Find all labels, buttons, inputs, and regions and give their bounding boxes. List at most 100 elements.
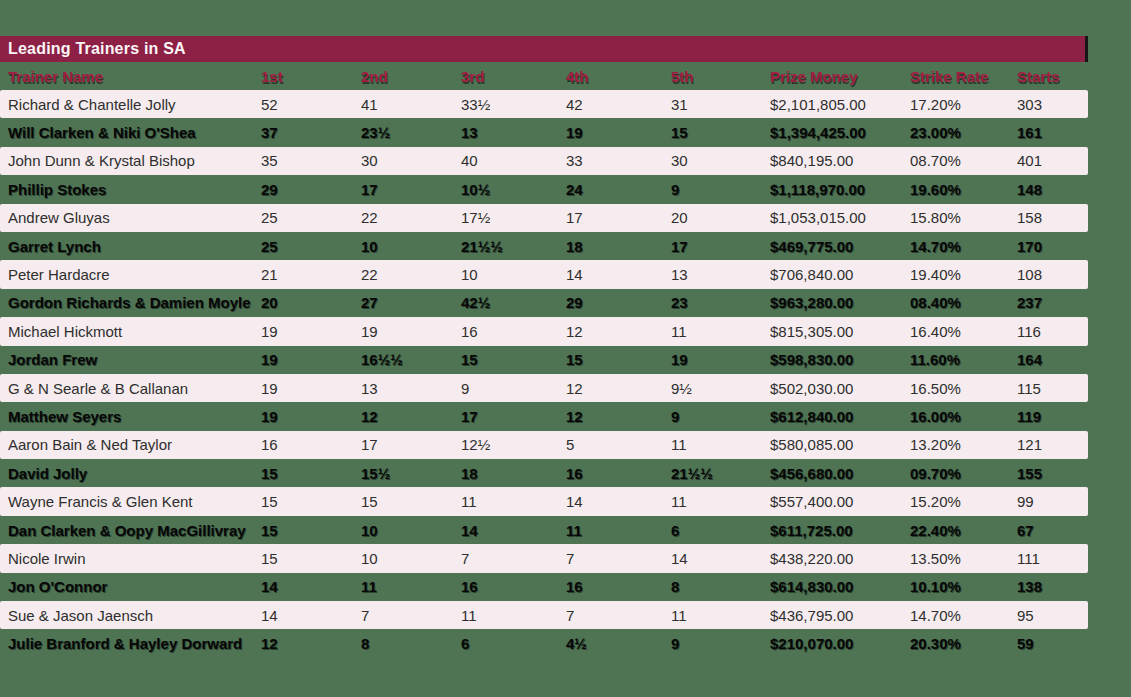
cell-starts: 108	[1017, 266, 1088, 283]
trainers-table: Trainer Name1st2nd3rd4th5thPrize MoneySt…	[0, 62, 1088, 658]
panel-title-bar: Leading Trainers in SA	[0, 36, 1088, 62]
cell-2nd: 22	[361, 266, 461, 283]
cell-starts: 401	[1017, 152, 1088, 169]
cell-2nd: 8	[361, 635, 461, 652]
cell-trainer-name: Phillip Stokes	[0, 181, 261, 198]
cell-trainer-name: Michael Hickmott	[0, 323, 261, 340]
cell-2nd: 10	[361, 522, 461, 539]
cell-1st: 15	[261, 550, 361, 567]
cell-strike-rate: 20.30%	[910, 635, 1017, 652]
cell-5th: 31	[671, 96, 770, 113]
cell-2nd: 12	[361, 408, 461, 425]
cell-trainer-name: Andrew Gluyas	[0, 209, 261, 226]
cell-trainer-name: Sue & Jason Jaensch	[0, 607, 261, 624]
cell-strike-rate: 15.80%	[910, 209, 1017, 226]
table-row: Andrew Gluyas252217½1720$1,053,015.0015.…	[0, 204, 1088, 232]
cell-4th: 16	[566, 465, 671, 482]
cell-5th: 9	[671, 181, 770, 198]
cell-3rd: 42½	[461, 294, 566, 311]
cell-prize-money: $210,070.00	[770, 635, 910, 652]
cell-1st: 25	[261, 209, 361, 226]
cell-trainer-name: Will Clarken & Niki O'Shea	[0, 124, 261, 141]
cell-1st: 19	[261, 380, 361, 397]
cell-prize-money: $469,775.00	[770, 238, 910, 255]
cell-prize-money: $438,220.00	[770, 550, 910, 567]
column-header-3rd: 3rd	[461, 68, 566, 85]
cell-4th: 12	[566, 408, 671, 425]
cell-2nd: 23½	[361, 124, 461, 141]
cell-prize-money: $963,280.00	[770, 294, 910, 311]
table-row: Michael Hickmott1919161211$815,305.0016.…	[0, 317, 1088, 345]
cell-strike-rate: 14.70%	[910, 238, 1017, 255]
cell-strike-rate: 08.40%	[910, 294, 1017, 311]
cell-4th: 42	[566, 96, 671, 113]
table-row: Sue & Jason Jaensch14711711$436,795.0014…	[0, 601, 1088, 629]
cell-3rd: 6	[461, 635, 566, 652]
cell-1st: 20	[261, 294, 361, 311]
table-row: Jon O'Connor141116168$614,830.0010.10%13…	[0, 573, 1088, 601]
cell-3rd: 12½	[461, 436, 566, 453]
cell-5th: 19	[671, 351, 770, 368]
cell-prize-money: $815,305.00	[770, 323, 910, 340]
cell-3rd: 21½½	[461, 238, 566, 255]
cell-5th: 9½	[671, 380, 770, 397]
cell-1st: 29	[261, 181, 361, 198]
cell-2nd: 19	[361, 323, 461, 340]
cell-5th: 30	[671, 152, 770, 169]
cell-2nd: 17	[361, 181, 461, 198]
cell-5th: 11	[671, 436, 770, 453]
cell-prize-money: $557,400.00	[770, 493, 910, 510]
cell-3rd: 14	[461, 522, 566, 539]
cell-4th: 12	[566, 380, 671, 397]
cell-1st: 14	[261, 607, 361, 624]
table-row: David Jolly1515½181621½½$456,680.0009.70…	[0, 459, 1088, 487]
cell-starts: 115	[1017, 380, 1088, 397]
cell-3rd: 40	[461, 152, 566, 169]
cell-2nd: 30	[361, 152, 461, 169]
cell-3rd: 18	[461, 465, 566, 482]
column-header-prize-money: Prize Money	[770, 68, 910, 85]
cell-1st: 25	[261, 238, 361, 255]
cell-prize-money: $580,085.00	[770, 436, 910, 453]
cell-2nd: 7	[361, 607, 461, 624]
cell-3rd: 15	[461, 351, 566, 368]
table-row: Phillip Stokes291710½249$1,118,970.0019.…	[0, 175, 1088, 203]
table-row: Jordan Frew1916½½151519$598,830.0011.60%…	[0, 346, 1088, 374]
cell-strike-rate: 08.70%	[910, 152, 1017, 169]
cell-trainer-name: Wayne Francis & Glen Kent	[0, 493, 261, 510]
cell-2nd: 41	[361, 96, 461, 113]
cell-starts: 111	[1017, 550, 1088, 567]
cell-starts: 138	[1017, 578, 1088, 595]
cell-4th: 11	[566, 522, 671, 539]
cell-5th: 9	[671, 635, 770, 652]
cell-starts: 158	[1017, 209, 1088, 226]
cell-3rd: 9	[461, 380, 566, 397]
cell-5th: 11	[671, 607, 770, 624]
table-row: Matthew Seyers191217129$612,840.0016.00%…	[0, 402, 1088, 430]
cell-3rd: 17	[461, 408, 566, 425]
cell-prize-money: $706,840.00	[770, 266, 910, 283]
cell-strike-rate: 13.50%	[910, 550, 1017, 567]
table-row: John Dunn & Krystal Bishop3530403330$840…	[0, 147, 1088, 175]
table-row: Aaron Bain & Ned Taylor161712½511$580,08…	[0, 431, 1088, 459]
cell-1st: 37	[261, 124, 361, 141]
table-row: Will Clarken & Niki O'Shea3723½131915$1,…	[0, 118, 1088, 146]
cell-prize-money: $598,830.00	[770, 351, 910, 368]
cell-4th: 29	[566, 294, 671, 311]
cell-4th: 4½	[566, 635, 671, 652]
table-header-row: Trainer Name1st2nd3rd4th5thPrize MoneySt…	[0, 62, 1088, 90]
cell-starts: 67	[1017, 522, 1088, 539]
table-row: G & N Searle & B Callanan19139129½$502,0…	[0, 374, 1088, 402]
cell-4th: 14	[566, 493, 671, 510]
cell-strike-rate: 19.40%	[910, 266, 1017, 283]
column-header-5th: 5th	[671, 68, 770, 85]
cell-starts: 119	[1017, 408, 1088, 425]
cell-prize-money: $1,118,970.00	[770, 181, 910, 198]
cell-3rd: 11	[461, 607, 566, 624]
cell-starts: 170	[1017, 238, 1088, 255]
cell-prize-money: $2,101,805.00	[770, 96, 910, 113]
cell-prize-money: $612,840.00	[770, 408, 910, 425]
cell-2nd: 22	[361, 209, 461, 226]
cell-trainer-name: David Jolly	[0, 465, 261, 482]
cell-trainer-name: Richard & Chantelle Jolly	[0, 96, 261, 113]
